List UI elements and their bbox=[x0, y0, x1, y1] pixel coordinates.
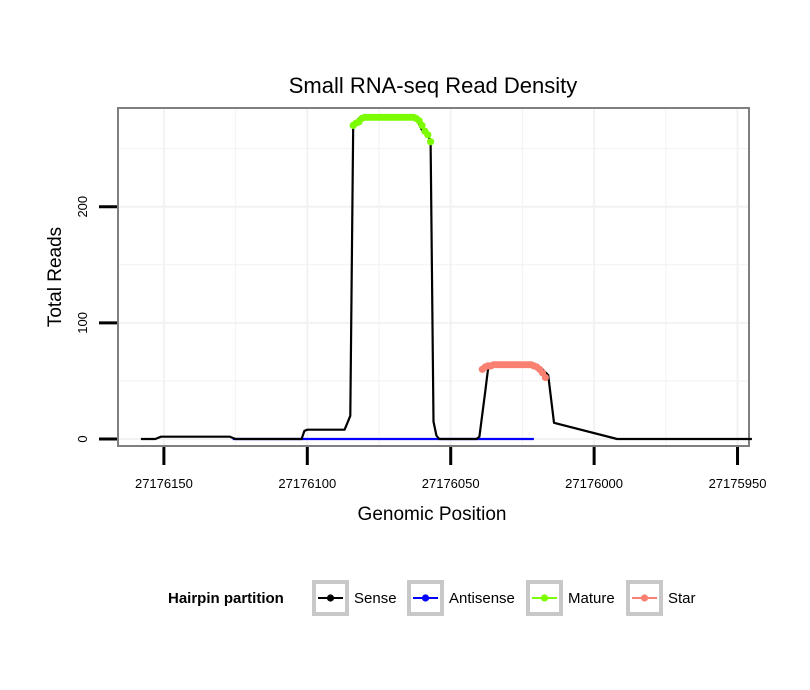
legend-key-point bbox=[326, 594, 335, 602]
y-tick-label: 100 bbox=[75, 312, 90, 334]
data-point-mature bbox=[424, 131, 432, 139]
series-points-mature bbox=[349, 113, 435, 146]
x-tick-label: 27175950 bbox=[709, 476, 767, 491]
legend-key-point bbox=[640, 594, 649, 602]
y-axis-title: Total Reads bbox=[45, 227, 66, 327]
x-tick-label: 27176050 bbox=[422, 476, 480, 491]
x-tick-label: 27176150 bbox=[135, 476, 193, 491]
legend: Hairpin partition Sense Antisense Mature St… bbox=[168, 580, 696, 616]
legend-item-antisense: Antisense bbox=[407, 580, 515, 616]
chart-title: Small RNA-seq Read Density bbox=[289, 73, 578, 98]
legend-label: Sense bbox=[354, 590, 397, 607]
series-layer bbox=[140, 113, 752, 441]
data-point-mature bbox=[427, 138, 435, 146]
legend-item-mature: Mature bbox=[526, 580, 615, 616]
data-point-star bbox=[541, 373, 550, 382]
legend-label: Star bbox=[668, 590, 696, 607]
x-axis-title: Genomic Position bbox=[358, 504, 507, 525]
series-points-star bbox=[478, 361, 550, 382]
axes: 0 100 200 27176150 27176100 27176050 27176000 2… bbox=[75, 196, 766, 491]
legend-item-star: Star bbox=[626, 580, 696, 616]
x-tick-label: 27176100 bbox=[278, 476, 336, 491]
y-tick-label: 0 bbox=[75, 435, 90, 442]
legend-item-sense: Sense bbox=[312, 580, 397, 616]
data-point-mature bbox=[418, 121, 426, 129]
legend-key-point bbox=[421, 594, 430, 602]
legend-label: Antisense bbox=[449, 590, 515, 607]
y-tick-label: 200 bbox=[75, 196, 90, 218]
legend-key-point bbox=[540, 594, 549, 602]
x-tick-label: 27176000 bbox=[565, 476, 623, 491]
legend-label: Mature bbox=[568, 590, 615, 607]
legend-title: Hairpin partition bbox=[168, 590, 284, 607]
